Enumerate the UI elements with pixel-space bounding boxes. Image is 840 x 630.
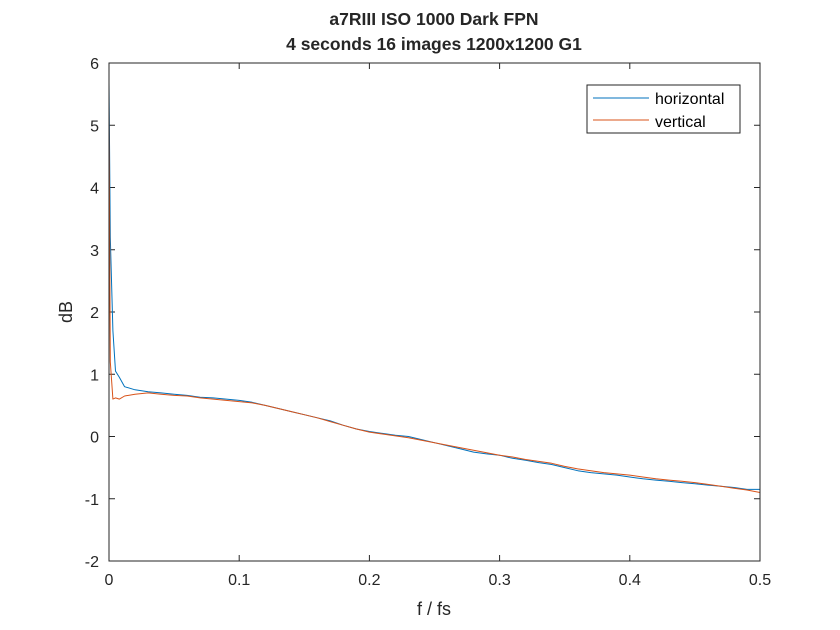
legend-label-horizontal: horizontal — [655, 91, 724, 108]
plot-background — [109, 63, 760, 561]
chart-title-line-2: 4 seconds 16 images 1200x1200 G1 — [286, 34, 582, 54]
y-tick-label: 4 — [90, 181, 99, 198]
legend-box — [586, 84, 741, 134]
y-tick-label: 2 — [90, 305, 99, 322]
y-tick-label: 5 — [90, 118, 99, 135]
y-axis-label: dB — [56, 301, 76, 323]
plot-area — [109, 63, 760, 561]
chart-title-line-1: a7RIII ISO 1000 Dark FPN — [329, 9, 538, 29]
y-axis: -2 -1 0 1 2 3 4 5 6 — [85, 56, 760, 571]
x-tick-label: 0.5 — [749, 572, 771, 589]
x-axis: 0 0.1 0.2 0.3 0.4 0.5 — [105, 63, 771, 589]
y-tick-label: -1 — [85, 492, 99, 509]
x-tick-label: 0.1 — [228, 572, 250, 589]
x-tick-label: 0.3 — [488, 572, 510, 589]
plot-frame — [108, 62, 761, 562]
y-tick-label: 1 — [90, 367, 99, 384]
y-tick-label: 3 — [90, 243, 99, 260]
series-layer — [108, 81, 761, 493]
x-tick-label: 0 — [105, 572, 114, 589]
legend: horizontal vertical — [586, 84, 741, 134]
x-tick-label: 0.2 — [358, 572, 380, 589]
series-line-vertical — [108, 106, 761, 493]
legend-label-vertical: vertical — [655, 114, 706, 131]
y-tick-label: 6 — [90, 56, 99, 73]
y-tick-label: 0 — [90, 430, 99, 447]
series-line-horizontal — [108, 81, 760, 490]
x-axis-label: f / fs — [417, 599, 451, 619]
y-tick-label: -2 — [85, 554, 99, 571]
x-tick-label: 0.4 — [619, 572, 641, 589]
